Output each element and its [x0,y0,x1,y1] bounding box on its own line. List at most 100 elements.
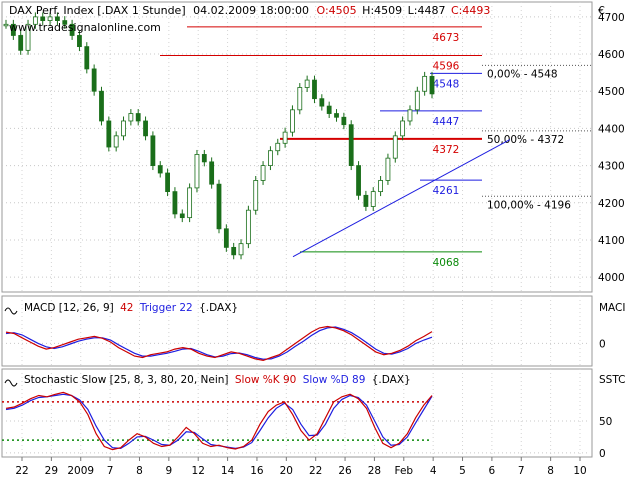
stochastic-wave-icon [4,379,18,387]
stochastic-header: Stochastic Slow [25, 8, 3, 80, 20, Nein]… [24,374,411,386]
x-tick-label: 8 [547,465,554,477]
header-open: O:4505 [317,4,357,17]
horizontal-levels: 4673 4596 4548 4447 4372 4261 4068 0,00% - 4548… [160,26,592,269]
x-tick-label: 7 [518,465,525,477]
candle-down [99,90,104,122]
candle-down [356,165,361,196]
macd-trigger-label: Trigger 22 [139,302,193,314]
candle-up [392,135,398,159]
candle-down [18,35,24,51]
candle-up [422,75,428,92]
stochastic-symbol: {.DAX} [372,374,411,386]
macd-value: 42 [120,302,133,314]
price-tick-label: 4400 [598,123,625,135]
candle-down [143,120,148,137]
candle-down [231,246,237,256]
watermark: www.tradesignalonline.com [9,21,161,34]
price-tick-label: 4200 [598,198,625,210]
stochastic-tick-label: 50 [599,416,612,428]
price-axis: 4000 4100 4200 4300 4400 4500 4600 4700 [598,12,625,284]
x-tick-label: 14 [221,465,235,477]
level-label-4673: 4673 [433,32,460,44]
x-tick-label: 28 [368,465,381,477]
x-tick-label: Feb [394,465,413,477]
candle-up [268,150,273,166]
x-tick-label: 26 [338,465,352,477]
stochastic-title: Stochastic Slow [25, 8, 3, 80, 20, Nein] [24,374,229,386]
x-tick-label: 10 [573,465,586,477]
header-high: H:4509 [362,4,402,17]
x-tick-label: 6 [489,465,496,477]
candle-down [216,183,222,230]
candle-up [32,16,38,25]
candle-down [84,46,90,70]
x-tick-label: 5 [459,465,466,477]
candle-up [282,131,288,144]
macd-title: MACD [12, 26, 9] [24,302,114,314]
x-tick-label: 22 [309,465,322,477]
candle-up [304,79,310,88]
level-label-4261: 4261 [433,185,460,197]
macd-wave-icon [4,307,18,315]
candle-up [290,109,295,133]
candle-up [113,135,119,148]
candle-down [157,165,163,174]
candle-up [253,180,259,211]
x-tick-label: 29 [45,465,58,477]
candle-down [172,191,178,215]
macd-symbol: {.DAX} [199,302,238,314]
candle-down [40,16,46,21]
candle-up [400,120,406,137]
candle-down [77,35,82,48]
candle-down [363,194,369,207]
stochastic-axis-label: SSTC [599,374,625,386]
candle-up [370,191,376,207]
x-tick-label: 2009 [67,465,94,477]
header-datetime: 04.02.2009 18:00:00 [193,4,309,17]
candle-down [10,23,16,36]
stochastic-k-line [5,391,433,451]
candle-down [209,161,215,185]
stochastic-panel-frame [1,368,593,458]
price-tick-label: 4100 [598,235,625,247]
macd-line [5,325,433,362]
candle-up [407,109,413,122]
stochastic-d-label: Slow %D 89 [303,374,366,386]
candle-up [385,157,391,181]
price-series [3,12,435,260]
level-label-4068: 4068 [433,257,460,269]
candle-down [334,113,339,118]
candle-up [414,90,420,111]
macd-tick-label: 0 [599,338,606,350]
header-low: L:4487 [408,4,446,17]
candle-down [106,120,112,148]
candle-down [223,228,229,248]
header-close: C:4493 [451,4,490,17]
macd-panel-frame [1,295,593,367]
price-panel-frame [1,1,593,293]
price-tick-label: 4600 [598,49,625,61]
level-label-4372: 4372 [433,144,460,156]
macd-axis-label: MACI [599,302,626,314]
x-tick-label: 9 [165,465,172,477]
candle-down [69,23,75,36]
candle-up [238,243,244,256]
header-name: DAX Perf. Index [.DAX 1 Stunde] [9,4,186,17]
candle-down [319,98,325,107]
fibonacci-label: 100,00% - 4196 [487,199,571,211]
candle-down [150,135,156,166]
trendline [292,139,511,258]
candle-up [275,142,281,152]
candle-down [62,20,68,25]
candle-up [128,113,134,122]
candle-down [91,68,97,92]
candle-down [312,79,317,100]
x-tick-label: 7 [107,465,114,477]
stochastic-k-label: Slow %K 90 [235,374,297,386]
candle-up [378,180,383,193]
x-tick-label: 4 [430,465,437,477]
x-tick-label: 8 [136,465,143,477]
price-tick-label: 4500 [598,86,625,98]
macd-panel: 0 [2,307,606,362]
